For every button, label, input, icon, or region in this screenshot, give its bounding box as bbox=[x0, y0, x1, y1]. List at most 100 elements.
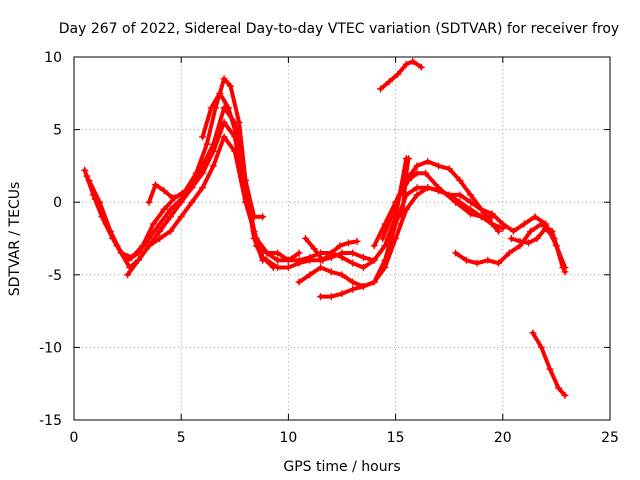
data-point-marker bbox=[456, 191, 464, 199]
data-point-marker bbox=[370, 256, 378, 264]
data-point-marker bbox=[134, 249, 142, 257]
data-point-marker bbox=[83, 172, 91, 180]
data-point-marker bbox=[209, 162, 217, 170]
series-arc-9 bbox=[302, 235, 361, 264]
data-point-marker bbox=[505, 249, 513, 257]
data-point-marker bbox=[353, 237, 361, 245]
series-line bbox=[87, 120, 269, 270]
data-point-marker bbox=[402, 60, 410, 68]
data-point-marker bbox=[467, 210, 475, 218]
data-point-marker bbox=[529, 329, 537, 337]
y-tick-label: -15 bbox=[39, 413, 62, 429]
data-point-marker bbox=[203, 140, 211, 148]
data-point-marker bbox=[317, 264, 325, 272]
series-line bbox=[400, 156, 411, 219]
data-point-marker bbox=[317, 293, 325, 301]
data-point-marker bbox=[413, 162, 421, 170]
data-point-marker bbox=[151, 181, 159, 189]
data-point-marker bbox=[546, 365, 554, 373]
data-point-marker bbox=[477, 205, 485, 213]
data-point-marker bbox=[484, 256, 492, 264]
data-point-marker bbox=[344, 239, 352, 247]
data-point-marker bbox=[409, 57, 417, 65]
data-point-marker bbox=[499, 224, 507, 232]
series-arc-16 bbox=[452, 220, 567, 272]
data-point-marker bbox=[274, 256, 282, 264]
data-point-marker bbox=[387, 213, 395, 221]
data-point-marker bbox=[336, 242, 344, 250]
data-point-marker bbox=[207, 104, 215, 112]
data-point-marker bbox=[402, 169, 410, 177]
data-point-marker bbox=[473, 259, 481, 267]
data-point-marker bbox=[259, 213, 267, 221]
data-point-marker bbox=[295, 259, 303, 267]
data-point-marker bbox=[160, 205, 168, 213]
data-point-marker bbox=[295, 278, 303, 286]
data-point-marker bbox=[413, 184, 421, 192]
data-point-marker bbox=[392, 235, 400, 242]
data-point-marker bbox=[124, 271, 132, 279]
data-point-marker bbox=[149, 220, 157, 228]
data-point-marker bbox=[96, 198, 104, 206]
data-point-marker bbox=[417, 63, 425, 71]
data-point-marker bbox=[85, 176, 93, 184]
data-point-marker bbox=[188, 198, 196, 206]
data-point-marker bbox=[199, 133, 207, 141]
y-axis-label: SDTVAR / TECUs bbox=[7, 182, 23, 297]
data-point-marker bbox=[434, 184, 442, 192]
data-point-marker bbox=[216, 89, 224, 97]
data-point-marker bbox=[156, 227, 164, 235]
data-point-marker bbox=[537, 343, 545, 351]
data-point-marker bbox=[392, 220, 400, 228]
y-tick-label: 5 bbox=[53, 123, 62, 139]
data-point-marker bbox=[434, 162, 442, 170]
data-point-marker bbox=[510, 227, 518, 235]
data-point-marker bbox=[542, 224, 550, 232]
data-point-marker bbox=[224, 104, 232, 112]
x-axis-label: GPS time / hours bbox=[283, 459, 400, 475]
data-point-marker bbox=[177, 191, 185, 199]
data-point-marker bbox=[194, 172, 202, 180]
data-point-marker bbox=[398, 213, 406, 221]
series-arc-13 bbox=[379, 169, 496, 242]
data-point-marker bbox=[550, 235, 558, 242]
data-point-marker bbox=[456, 176, 464, 184]
data-point-marker bbox=[349, 259, 357, 267]
data-point-marker bbox=[106, 227, 114, 235]
data-point-marker bbox=[527, 227, 535, 235]
series-line bbox=[530, 330, 567, 398]
data-point-marker bbox=[156, 235, 164, 242]
series-arc-17 bbox=[507, 224, 569, 276]
data-point-marker bbox=[319, 256, 327, 264]
data-point-marker bbox=[445, 165, 453, 173]
axis-ticks: 0 5 10 15 20 25 -15 -10 -5 0 5 10 bbox=[39, 50, 619, 446]
data-point-marker bbox=[377, 85, 385, 93]
data-point-marker bbox=[452, 249, 460, 257]
data-point-marker bbox=[349, 278, 357, 286]
data-point-marker bbox=[250, 213, 258, 221]
data-point-marker bbox=[252, 235, 260, 242]
data-point-marker bbox=[400, 191, 408, 199]
data-point-marker bbox=[467, 191, 475, 199]
x-tick-label: 15 bbox=[387, 430, 405, 446]
series-arc-5 bbox=[145, 172, 202, 206]
data-point-marker bbox=[327, 293, 335, 301]
data-point-marker bbox=[302, 235, 310, 242]
data-point-marker bbox=[145, 198, 153, 206]
data-point-marker bbox=[145, 242, 153, 250]
series-arc-14 bbox=[398, 155, 412, 221]
data-point-marker bbox=[533, 235, 541, 242]
data-point-marker bbox=[561, 268, 569, 276]
data-point-marker bbox=[310, 245, 318, 253]
data-point-marker bbox=[306, 256, 314, 264]
series-arc-1 bbox=[81, 75, 277, 272]
data-point-marker bbox=[379, 235, 387, 242]
data-point-marker bbox=[349, 249, 357, 257]
data-point-marker bbox=[295, 249, 303, 257]
plot-frame bbox=[73, 56, 611, 421]
data-point-marker bbox=[227, 82, 235, 90]
data-point-marker bbox=[156, 220, 164, 228]
data-point-marker bbox=[370, 278, 378, 286]
x-tick-label: 25 bbox=[601, 430, 619, 446]
data-point-marker bbox=[477, 213, 485, 221]
